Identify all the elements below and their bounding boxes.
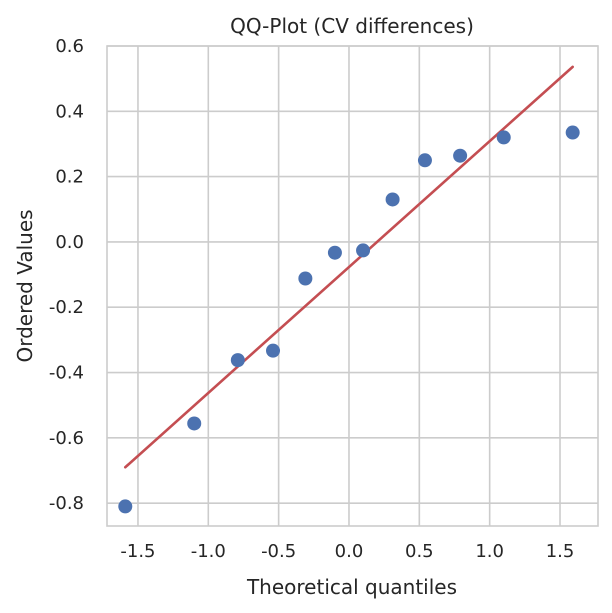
data-point	[356, 243, 371, 258]
x-tick-label: -1.5	[120, 541, 155, 562]
data-point	[327, 245, 342, 260]
data-point	[385, 192, 400, 207]
chart-title: QQ-Plot (CV differences)	[230, 14, 474, 38]
data-point	[187, 416, 202, 431]
data-point	[298, 271, 313, 286]
data-point	[565, 125, 580, 140]
data-point	[417, 153, 432, 168]
y-tick-label: 0.0	[55, 232, 84, 253]
x-tick-label: -0.5	[261, 541, 296, 562]
x-tick-label: 1.5	[546, 541, 575, 562]
y-tick-label: 0.2	[55, 167, 84, 188]
y-tick-label: 0.4	[55, 101, 84, 122]
data-point	[118, 499, 133, 514]
y-tick-label: -0.6	[49, 428, 84, 449]
x-tick-label: 0.5	[405, 541, 434, 562]
y-tick-label: -0.4	[49, 363, 84, 384]
data-point	[266, 343, 281, 358]
y-tick-label: -0.8	[49, 493, 84, 514]
plot-frame	[106, 45, 599, 527]
y-tick-label: -0.2	[49, 297, 84, 318]
y-tick-labels: -0.8 -0.6 -0.4 -0.2 0.0 0.2 0.4 0.6	[49, 36, 84, 514]
x-tick-label: 0.0	[335, 541, 364, 562]
data-point	[230, 353, 245, 368]
data-point	[496, 130, 511, 145]
x-axis-label: Theoretical quantiles	[246, 575, 457, 599]
x-tick-label: -1.0	[191, 541, 226, 562]
y-tick-label: 0.6	[55, 36, 84, 57]
y-axis-label: Ordered Values	[13, 209, 37, 362]
data-points	[118, 125, 580, 514]
data-point	[453, 148, 468, 163]
x-tick-labels: -1.5 -1.0 -0.5 0.0 0.5 1.0 1.5	[120, 541, 574, 562]
x-tick-label: 1.0	[475, 541, 504, 562]
